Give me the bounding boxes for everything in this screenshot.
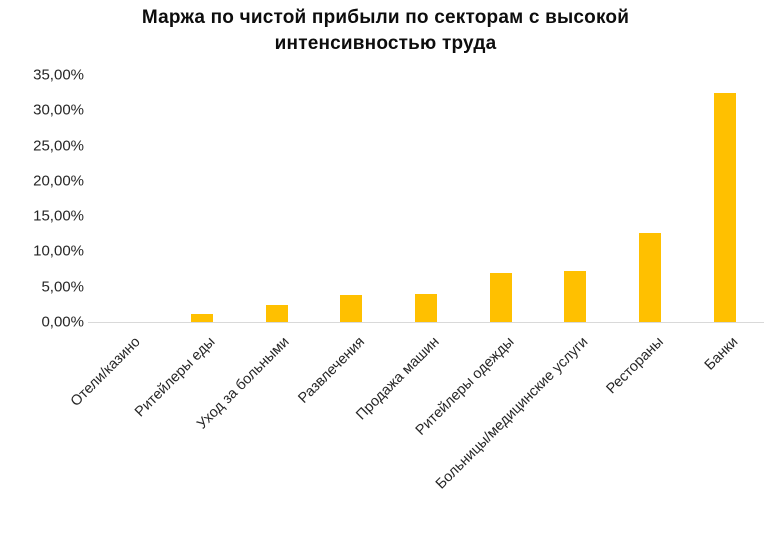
x-axis-label: Развлечения <box>295 334 368 407</box>
bar <box>713 92 736 322</box>
x-axis-line <box>88 322 764 323</box>
bar <box>564 271 587 322</box>
x-axis-label: Отели/казино <box>67 334 144 410</box>
y-axis-tick-label: 15,00% <box>33 207 84 225</box>
chart-title: Маржа по чистой прибыли по секторам с вы… <box>141 7 630 54</box>
bar <box>489 272 512 322</box>
bar <box>191 313 213 322</box>
bar <box>340 295 363 322</box>
bar <box>415 294 437 322</box>
x-axis-label: Рестораны <box>603 334 667 398</box>
x-axis-label: Банки <box>701 334 741 374</box>
x-axis-label: Больницы/медицинские услуги <box>433 334 592 493</box>
y-axis-tick-label: 20,00% <box>33 172 84 190</box>
y-axis-tick-label: 30,00% <box>33 101 84 119</box>
y-axis-tick-label: 35,00% <box>33 66 84 84</box>
bar <box>639 233 661 322</box>
y-axis-tick-label: 10,00% <box>33 242 84 260</box>
bar <box>265 305 288 322</box>
x-axis-label: Ритейлеры еды <box>131 334 219 421</box>
y-axis-tick-label: 5,00% <box>41 278 84 296</box>
y-axis-tick-label: 0,00% <box>41 313 84 331</box>
y-axis-tick-label: 25,00% <box>33 137 84 155</box>
